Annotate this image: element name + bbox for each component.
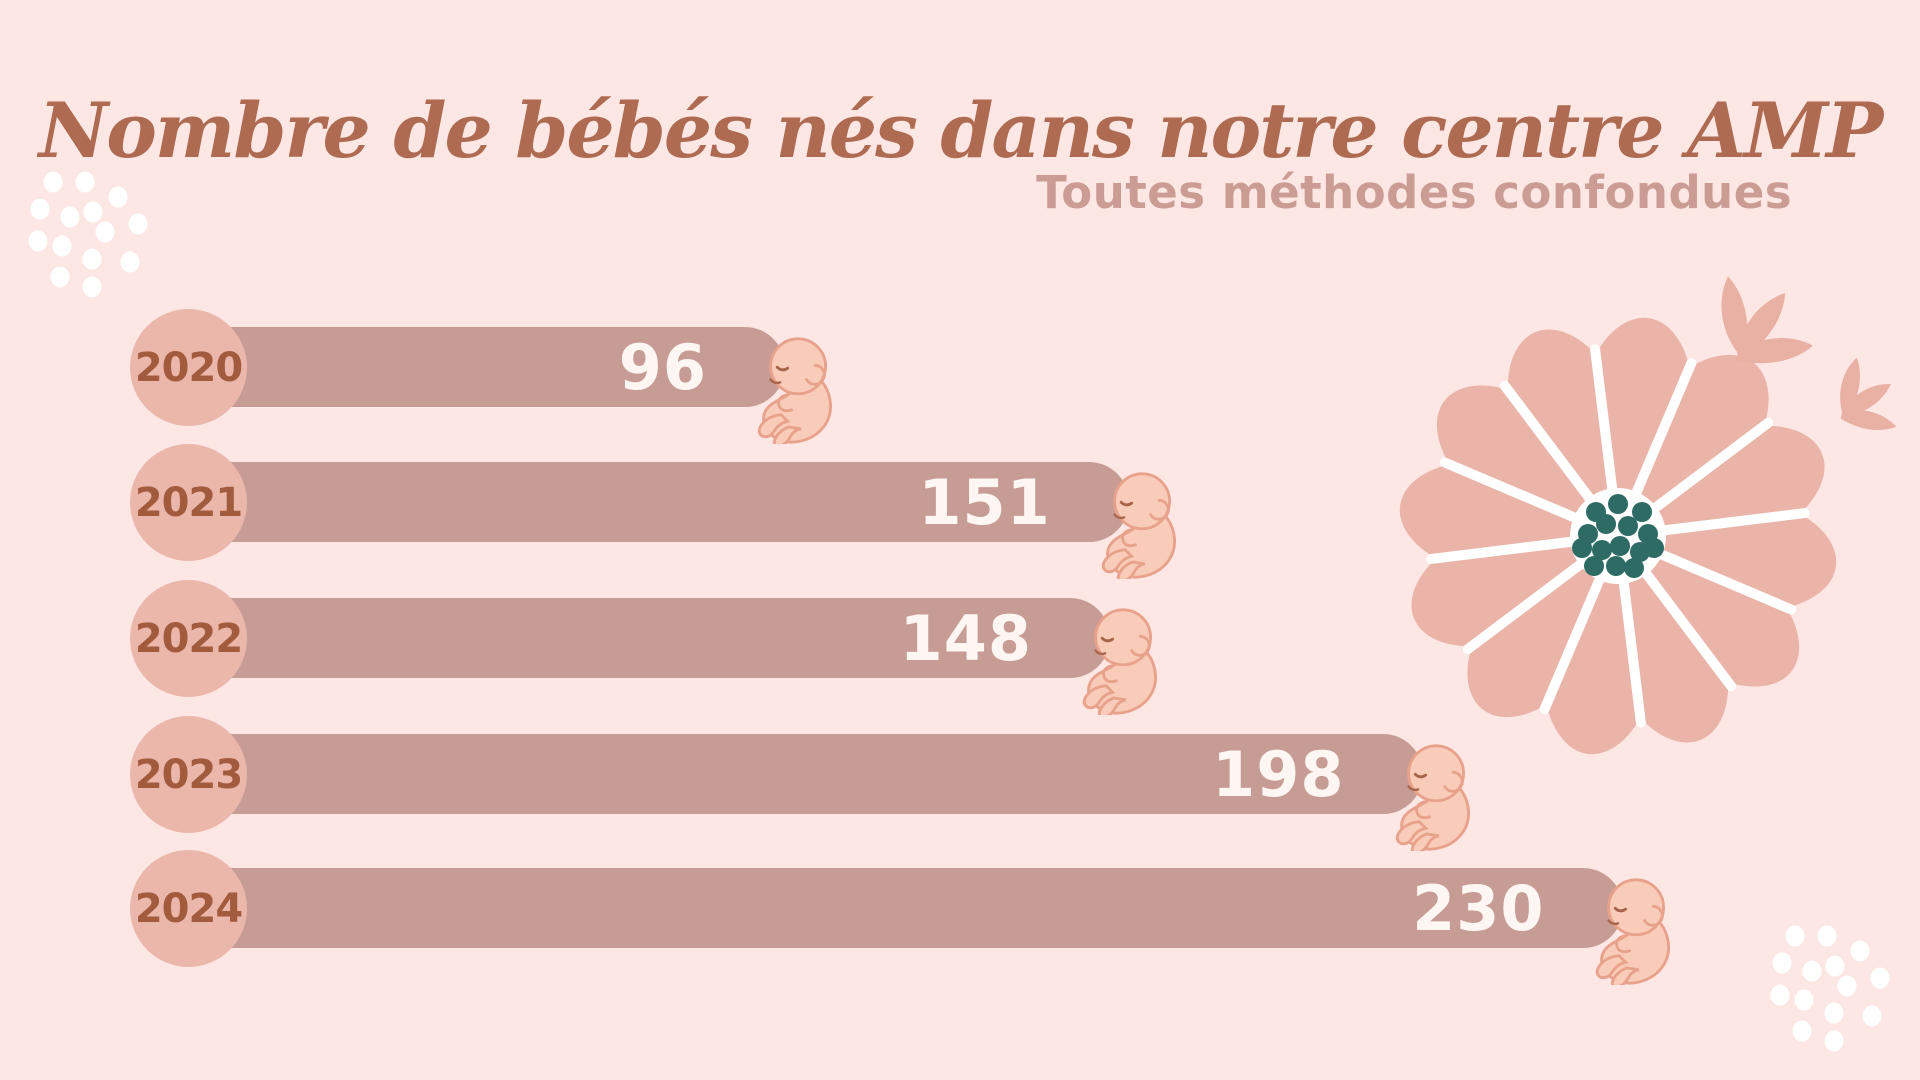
leaves-icon	[1682, 262, 1912, 432]
chart-row: 96 2020	[0, 309, 1920, 448]
year-badge: 2024	[130, 850, 247, 967]
bar-value-label: 148	[899, 601, 1032, 675]
bar-2021: 151	[185, 462, 1129, 542]
year-badge: 2020	[130, 309, 247, 426]
bar-2022: 148	[185, 598, 1110, 678]
bar-value-label: 198	[1212, 737, 1345, 811]
chart-row: 148 2022	[0, 580, 1920, 719]
year-badge: 2022	[130, 580, 247, 697]
year-badge: 2021	[130, 444, 247, 561]
fetus-icon	[1087, 470, 1182, 583]
flower-icon	[1398, 316, 1838, 756]
fetus-icon	[1068, 606, 1163, 719]
dots-cluster-icon	[1752, 900, 1920, 1070]
chart-row: 151 2021	[0, 444, 1920, 583]
bar-2020: 96	[185, 327, 785, 407]
chart-row: 230 2024	[0, 850, 1920, 989]
year-badge: 2023	[130, 716, 247, 833]
bar-value-label: 151	[918, 465, 1051, 539]
page-title: Nombre de bébés nés dans notre centre AM…	[38, 85, 1884, 175]
page-subtitle: Toutes méthodes confondues	[1036, 166, 1792, 219]
bar-value-label: 230	[1412, 871, 1545, 945]
chart-row: 198 2023	[0, 716, 1920, 855]
bar-2024: 230	[185, 868, 1623, 948]
fetus-icon	[743, 335, 838, 448]
fetus-icon	[1381, 742, 1476, 855]
bar-value-label: 96	[618, 330, 707, 404]
dots-cluster-icon	[10, 146, 180, 316]
bar-2023: 198	[185, 734, 1423, 814]
fetus-icon	[1581, 876, 1676, 989]
